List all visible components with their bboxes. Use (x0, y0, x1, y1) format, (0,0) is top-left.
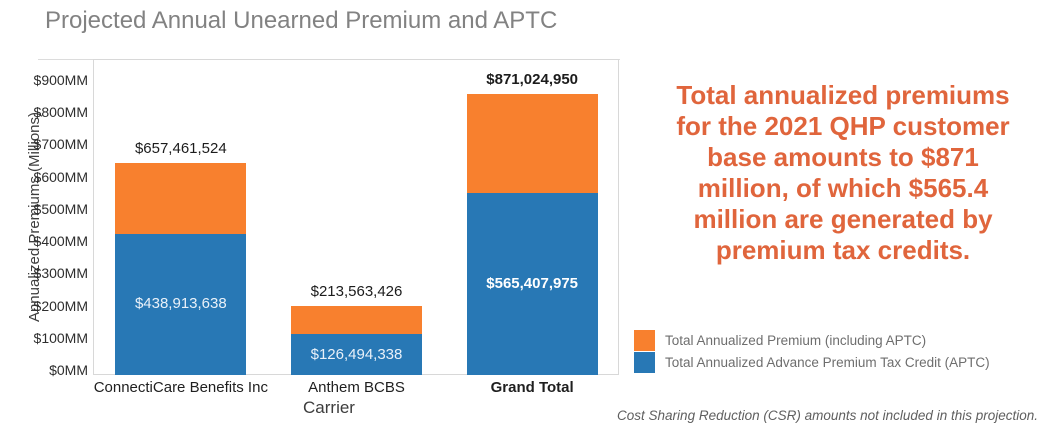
y-tick-label: $900MM (33, 72, 88, 88)
chart-title: Projected Annual Unearned Premium and AP… (45, 7, 558, 34)
bar-segment-total-premium[interactable] (115, 163, 247, 234)
annotation-line: million, of which $565.4 (697, 173, 989, 203)
y-tick-label: $300MM (33, 265, 88, 282)
y-tick-label: $800MM (33, 104, 88, 121)
footnote: Cost Sharing Reduction (CSR) amounts not… (617, 408, 1038, 423)
bar-segment-total-premium[interactable] (291, 306, 422, 335)
bar-segment-aptc[interactable] (466, 192, 598, 375)
annotation-line: million are generated by (693, 204, 993, 234)
y-tick-label: $600MM (33, 168, 88, 185)
legend-label: Total Annualized Advance Premium Tax Cre… (665, 355, 990, 370)
legend-swatch-icon (634, 330, 655, 351)
legend-swatch-icon (634, 352, 655, 373)
bar-aptc-label: $565,407,975 (486, 274, 579, 292)
annotation-line: Total annualized premiums (676, 80, 1010, 110)
bar-aptc-label: $126,494,338 (310, 345, 403, 363)
legend-label: Total Annualized Premium (including APTC… (665, 333, 927, 348)
x-axis-title: Carrier (303, 398, 355, 417)
y-tick-label: $200MM (33, 297, 88, 314)
bar-segment-total-premium[interactable] (466, 94, 598, 193)
x-tick-label: Anthem BCBS (308, 379, 405, 396)
y-tick-label: $100MM (33, 329, 88, 346)
x-tick-label: Grand Total (490, 379, 574, 396)
y-tick-label: $500MM (33, 200, 88, 217)
y-tick-label: $700MM (33, 136, 88, 153)
annotation-line: base amounts to $871 (707, 142, 979, 172)
bar-total-label: $871,024,950 (486, 71, 579, 89)
bar-total-label: $657,461,524 (134, 140, 227, 158)
bar-aptc-label: $438,913,638 (134, 295, 227, 313)
y-tick-label: $400MM (33, 233, 88, 250)
annotation-text: Total annualized premiums for the 2021 QH… (636, 80, 1050, 266)
bar-segment-aptc[interactable] (115, 233, 247, 375)
x-tick-label: ConnectiCare Benefits Inc (93, 379, 268, 396)
annotation-line: premium tax credits. (715, 235, 971, 265)
annotation-line: for the 2021 QHP customer (676, 111, 1010, 141)
bar-segment-aptc[interactable] (291, 334, 422, 375)
bar-total-label: $213,563,426 (310, 283, 403, 301)
y-tick-label: $0MM (49, 362, 88, 378)
